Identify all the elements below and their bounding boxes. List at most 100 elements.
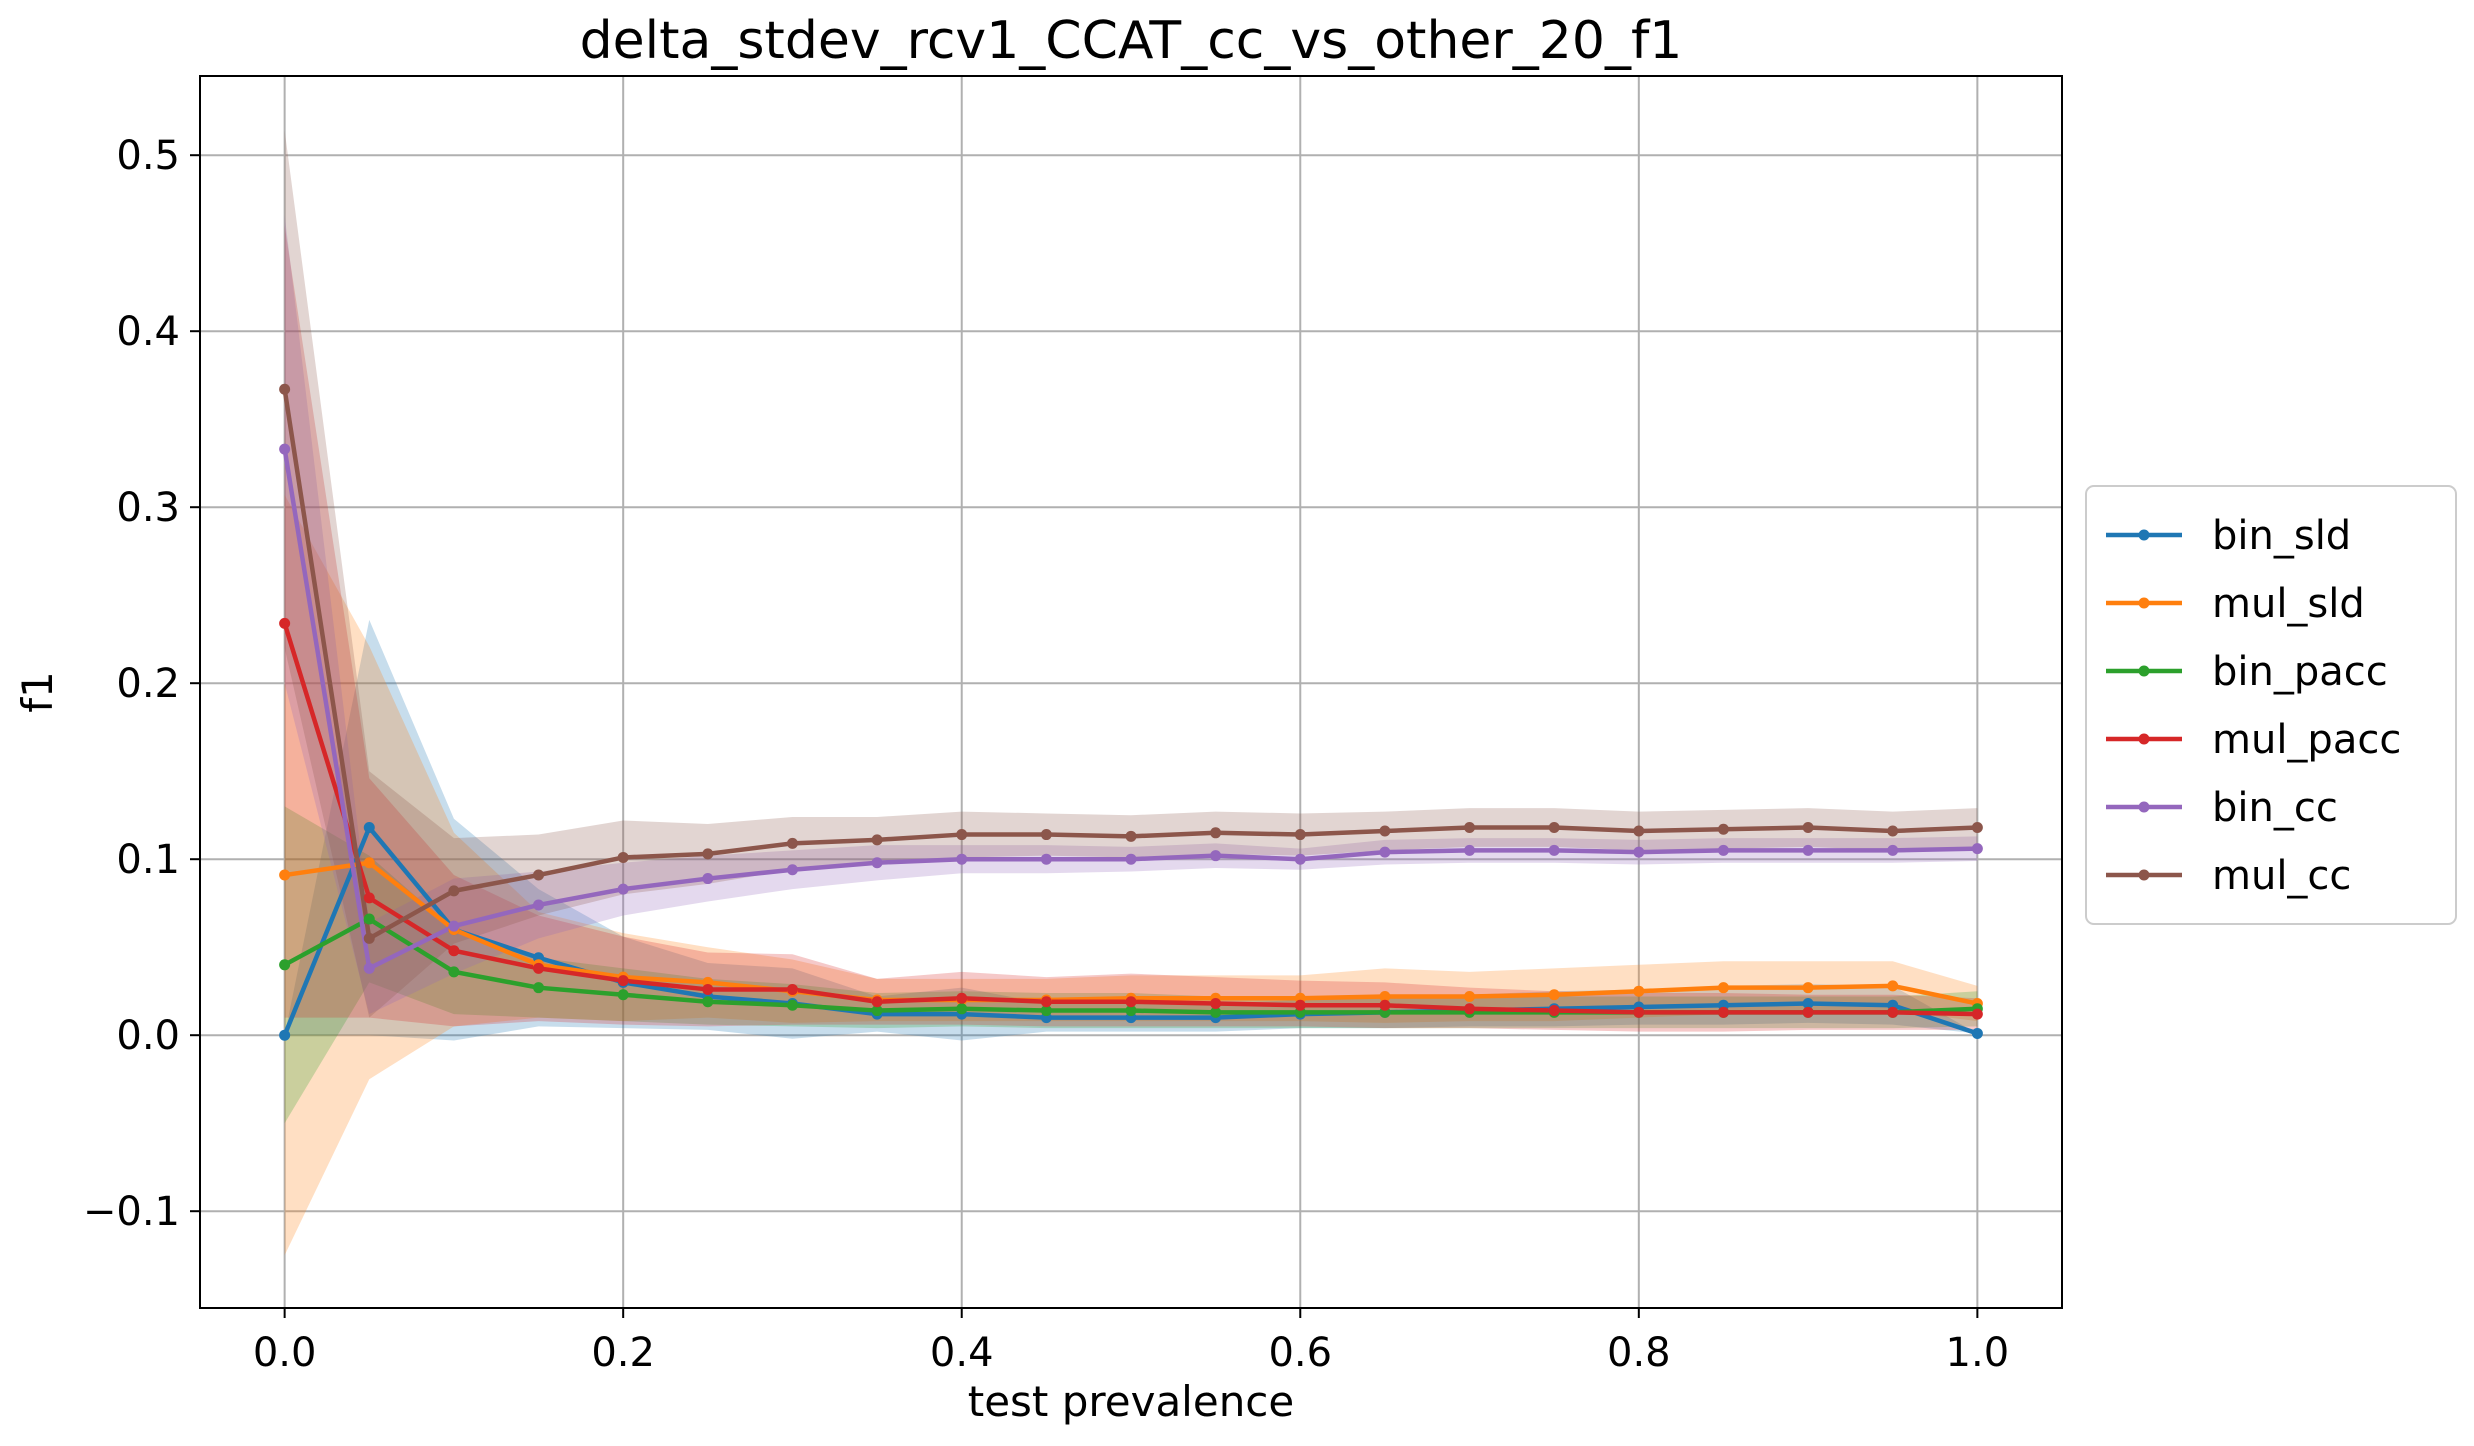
point-mul_cc [1633, 825, 1645, 837]
point-bin_cc [363, 962, 375, 974]
point-mul_pacc [1040, 996, 1052, 1008]
x-tick-label: 0.2 [591, 1330, 655, 1376]
legend: bin_sld mul_sld bin_pacc mul_pacc bin_cc mul_… [2085, 485, 2457, 925]
x-tick-label: 0.4 [930, 1330, 994, 1376]
point-mul_pacc [786, 983, 798, 995]
point-bin_pacc [448, 966, 460, 978]
point-mul_pacc [702, 983, 714, 995]
point-mul_pacc [1887, 1006, 1899, 1018]
point-bin_cc [956, 853, 968, 865]
point-mul_pacc [448, 945, 460, 957]
point-bin_cc [1210, 850, 1222, 862]
y-tick-label: 0.4 [116, 309, 180, 355]
point-bin_cc [871, 857, 883, 869]
legend-marker-bin_sld [2138, 529, 2150, 541]
point-mul_cc [1887, 825, 1899, 837]
point-bin_pacc [1125, 1005, 1137, 1017]
plot-frame [199, 75, 2063, 1309]
point-mul_sld [1464, 990, 1476, 1002]
point-bin_sld [279, 1029, 291, 1041]
point-mul_cc [1464, 822, 1476, 834]
point-mul_cc [786, 837, 798, 849]
point-mul_sld [1548, 989, 1560, 1001]
legend-label-bin_pacc: bin_pacc [2212, 649, 2388, 695]
point-bin_pacc [1210, 1006, 1222, 1018]
legend-label-mul_pacc: mul_pacc [2212, 717, 2401, 763]
point-mul_cc [1548, 822, 1560, 834]
y-axis-label: f1 [13, 671, 62, 713]
point-bin_cc [1971, 843, 1983, 855]
x-tick-label: 0.0 [253, 1330, 317, 1376]
point-mul_cc [1717, 823, 1729, 835]
point-bin_cc [1125, 853, 1137, 865]
point-bin_pacc [786, 999, 798, 1011]
legend-marker-bin_pacc [2138, 665, 2150, 677]
grid [200, 76, 2062, 1308]
y-tick-label: 0.1 [116, 837, 180, 883]
point-bin_cc [533, 899, 545, 911]
point-bin_pacc [279, 959, 291, 971]
point-mul_cc [279, 383, 291, 395]
point-bin_cc [279, 443, 291, 455]
axis-ticks: 0.0 0.2 0.4 0.6 0.8 1.0 −0.1 0.0 0.1 0.2 0.3 0.4 0.5 [83, 133, 2009, 1376]
point-mul_cc [1125, 830, 1137, 842]
point-mul_pacc [617, 975, 629, 987]
point-mul_pacc [1802, 1006, 1814, 1018]
point-mul_cc [1294, 829, 1306, 841]
point-mul_pacc [1125, 996, 1137, 1008]
point-mul_cc [702, 848, 714, 860]
point-mul_pacc [1464, 1003, 1476, 1015]
point-mul_cc [448, 885, 460, 897]
point-bin_pacc [871, 1005, 883, 1017]
point-mul_sld [1633, 985, 1645, 997]
point-bin_cc [1633, 846, 1645, 858]
point-bin_cc [1464, 844, 1476, 856]
point-mul_cc [956, 829, 968, 841]
point-mul_sld [1379, 990, 1391, 1002]
point-mul_sld [1802, 982, 1814, 994]
y-tick-label: −0.1 [83, 1189, 180, 1235]
point-bin_pacc [702, 996, 714, 1008]
y-tick-label: 0.5 [116, 133, 180, 179]
point-bin_pacc [533, 982, 545, 994]
point-bin_cc [1717, 844, 1729, 856]
point-bin_cc [702, 873, 714, 885]
point-bin_pacc [956, 1003, 968, 1015]
point-mul_pacc [1633, 1006, 1645, 1018]
point-mul_cc [617, 851, 629, 863]
legend-label-bin_sld: bin_sld [2212, 513, 2351, 559]
point-mul_sld [363, 857, 375, 869]
x-tick-label: 0.6 [1268, 1330, 1332, 1376]
point-mul_pacc [1717, 1006, 1729, 1018]
point-mul_sld [1887, 980, 1899, 992]
point-mul_pacc [871, 996, 883, 1008]
point-mul_cc [533, 869, 545, 881]
point-mul_pacc [1548, 1005, 1560, 1017]
point-bin_sld [1802, 998, 1814, 1010]
series-markers [279, 383, 1983, 1041]
point-bin_cc [448, 920, 460, 932]
point-mul_pacc [1210, 998, 1222, 1010]
point-bin_cc [617, 883, 629, 895]
point-bin_cc [1887, 844, 1899, 856]
point-bin_cc [1294, 853, 1306, 865]
point-mul_pacc [533, 962, 545, 974]
point-mul_pacc [279, 617, 291, 629]
point-mul_pacc [956, 992, 968, 1004]
point-mul_cc [1802, 822, 1814, 834]
legend-label-mul_cc: mul_cc [2212, 853, 2351, 899]
point-mul_cc [1040, 829, 1052, 841]
point-mul_cc [1971, 822, 1983, 834]
point-bin_cc [1548, 844, 1560, 856]
point-bin_pacc [1040, 1005, 1052, 1017]
point-bin_cc [1802, 844, 1814, 856]
point-bin_cc [1379, 846, 1391, 858]
x-axis-label: test prevalence [968, 1377, 1295, 1426]
point-mul_pacc [363, 892, 375, 904]
x-tick-label: 0.8 [1607, 1330, 1671, 1376]
point-mul_cc [363, 932, 375, 944]
point-bin_cc [786, 864, 798, 876]
point-mul_cc [871, 834, 883, 846]
point-bin_cc [1040, 853, 1052, 865]
